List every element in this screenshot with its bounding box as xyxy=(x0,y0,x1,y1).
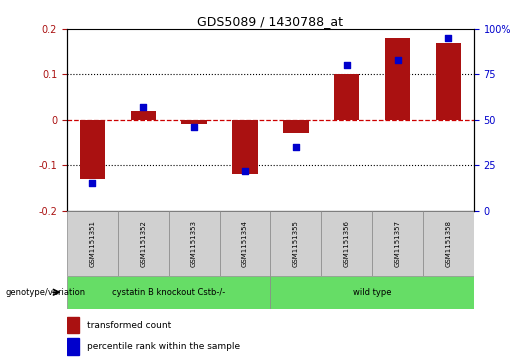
Bar xyxy=(232,120,258,174)
FancyBboxPatch shape xyxy=(67,211,118,276)
Text: GSM1151356: GSM1151356 xyxy=(344,220,350,267)
FancyBboxPatch shape xyxy=(423,211,474,276)
Text: GSM1151358: GSM1151358 xyxy=(445,220,451,267)
Text: genotype/variation: genotype/variation xyxy=(5,288,85,297)
Bar xyxy=(181,120,207,124)
Point xyxy=(291,144,300,150)
Point xyxy=(190,124,198,130)
Text: GSM1151351: GSM1151351 xyxy=(90,220,95,267)
Title: GDS5089 / 1430788_at: GDS5089 / 1430788_at xyxy=(197,15,344,28)
Point xyxy=(342,62,351,68)
Bar xyxy=(67,317,79,333)
Point xyxy=(88,180,96,186)
FancyBboxPatch shape xyxy=(321,211,372,276)
Point xyxy=(444,35,453,41)
Text: transformed count: transformed count xyxy=(88,321,171,330)
FancyBboxPatch shape xyxy=(219,211,270,276)
FancyBboxPatch shape xyxy=(270,211,321,276)
Bar xyxy=(385,38,410,120)
Text: wild type: wild type xyxy=(353,288,391,297)
Text: GSM1151353: GSM1151353 xyxy=(191,220,197,267)
Bar xyxy=(334,74,359,120)
FancyBboxPatch shape xyxy=(67,276,270,309)
FancyBboxPatch shape xyxy=(169,211,219,276)
Bar xyxy=(67,338,79,355)
FancyBboxPatch shape xyxy=(118,211,169,276)
Bar xyxy=(130,111,156,120)
Bar xyxy=(283,120,308,134)
Text: GSM1151357: GSM1151357 xyxy=(394,220,401,267)
Text: GSM1151355: GSM1151355 xyxy=(293,220,299,267)
Text: GSM1151354: GSM1151354 xyxy=(242,220,248,267)
Bar xyxy=(80,120,105,179)
Text: percentile rank within the sample: percentile rank within the sample xyxy=(88,342,241,351)
Point xyxy=(139,104,147,110)
Text: GSM1151352: GSM1151352 xyxy=(140,220,146,267)
Text: cystatin B knockout Cstb-/-: cystatin B knockout Cstb-/- xyxy=(112,288,225,297)
FancyBboxPatch shape xyxy=(270,276,474,309)
Point xyxy=(393,57,402,63)
FancyBboxPatch shape xyxy=(372,211,423,276)
Bar xyxy=(436,43,461,120)
Point xyxy=(241,168,249,174)
